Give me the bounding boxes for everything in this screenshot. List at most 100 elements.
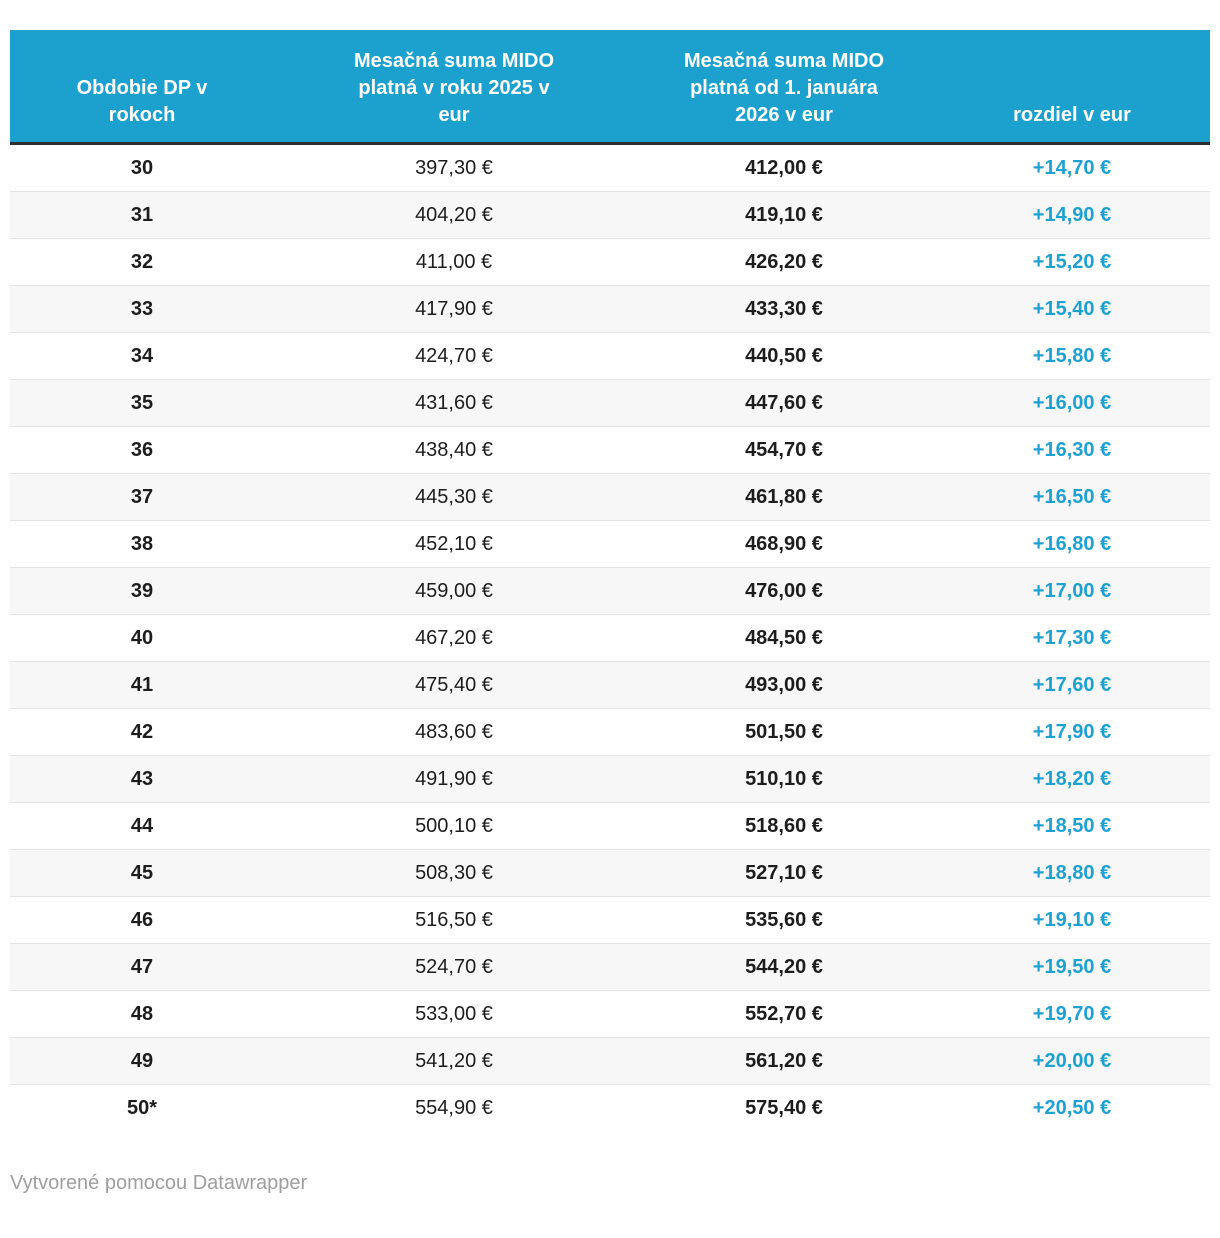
- cell-rozdiel: +14,90 €: [934, 191, 1210, 239]
- cell-suma-2026: 518,60 €: [634, 802, 934, 850]
- cell-suma-2025: 404,20 €: [274, 191, 634, 239]
- cell-obdobie-dp: 46: [10, 896, 274, 944]
- cell-obdobie-dp: 44: [10, 802, 274, 850]
- attribution-link[interactable]: Vytvorené pomocou Datawrapper: [10, 1172, 308, 1194]
- table-row: 35 431,60 €447,60 € +16,00 €: [10, 379, 1210, 427]
- cell-suma-2025: 411,00 €: [274, 238, 634, 286]
- cell-rozdiel: +19,50 €: [934, 943, 1210, 991]
- table-row: 44 500,10 €518,60 € +18,50 €: [10, 802, 1210, 850]
- column-header-rozdiel: rozdiel v eur: [934, 30, 1210, 145]
- cell-suma-2026: 440,50 €: [634, 332, 934, 380]
- mido-comparison-table: Obdobie DP v rokoch Mesačná suma MIDO pla…: [10, 30, 1210, 1131]
- table-row: 33 417,90 €433,30 € +15,40 €: [10, 285, 1210, 333]
- cell-suma-2025: 508,30 €: [274, 849, 634, 897]
- column-header-suma-2025: Mesačná suma MIDO platná v roku 2025 v e…: [274, 30, 634, 145]
- cell-obdobie-dp: 33: [10, 285, 274, 333]
- cell-rozdiel: +20,50 €: [1032, 1097, 1112, 1119]
- table-row: 32 411,00 €426,20 € +15,20 €: [10, 238, 1210, 286]
- cell-rozdiel: +15,80 €: [934, 332, 1210, 380]
- table-row: 36 438,40 €454,70 € +16,30 €: [10, 426, 1210, 474]
- table-row: 42 483,60 €501,50 € +17,90 €: [10, 708, 1210, 756]
- cell-obdobie-dp: 41: [10, 661, 274, 709]
- column-header-obdobie-dp: Obdobie DP v rokoch: [10, 30, 274, 145]
- cell-rozdiel: +16,30 €: [934, 426, 1210, 474]
- cell-rozdiel: +17,00 €: [934, 567, 1210, 615]
- cell-obdobie-dp: 43: [10, 755, 274, 803]
- cell-suma-2026: 493,00 €: [634, 661, 934, 709]
- cell-suma-2026: 510,10 €: [634, 755, 934, 803]
- cell-suma-2025: 397,30 €: [274, 143, 634, 192]
- cell-obdobie-dp: 45: [10, 849, 274, 897]
- cell-rozdiel: +16,80 €: [934, 520, 1210, 568]
- cell-suma-2026: 454,70 €: [634, 426, 934, 474]
- table-row: 43 491,90 €510,10 € +18,20 €: [10, 755, 1210, 803]
- cell-suma-2025: 516,50 €: [274, 896, 634, 944]
- cell-rozdiel: +18,20 €: [934, 755, 1210, 803]
- cell-obdobie-dp: 40: [10, 614, 274, 662]
- table-row: 48 533,00 €552,70 € +19,70 €: [10, 990, 1210, 1038]
- cell-suma-2026: 433,30 €: [634, 285, 934, 333]
- table-header: Obdobie DP v rokoch Mesačná suma MIDO pla…: [10, 30, 1210, 145]
- cell-suma-2025: 541,20 €: [274, 1037, 634, 1085]
- cell-rozdiel: +19,70 €: [934, 990, 1210, 1038]
- cell-suma-2026: 412,00 €: [634, 143, 934, 192]
- cell-obdobie-dp: 42: [10, 708, 274, 756]
- header-row: Obdobie DP v rokoch Mesačná suma MIDO pla…: [10, 30, 1210, 145]
- cell-obdobie-dp: 36: [10, 426, 274, 474]
- table-row: 46 516,50 €535,60 € +19,10 €: [10, 896, 1210, 944]
- cell-rozdiel: +16,50 €: [934, 473, 1210, 521]
- cell-suma-2025: 445,30 €: [274, 473, 634, 521]
- cell-suma-2025: 491,90 €: [274, 755, 634, 803]
- cell-rozdiel: +19,10 €: [934, 896, 1210, 944]
- cell-rozdiel: +17,30 €: [934, 614, 1210, 662]
- table-row: 41 475,40 €493,00 € +17,60 €: [10, 661, 1210, 709]
- cell-obdobie-dp: 31: [10, 191, 274, 239]
- table-row: 34 424,70 €440,50 € +15,80 €: [10, 332, 1210, 380]
- cell-suma-2025: 459,00 €: [274, 567, 634, 615]
- cell-obdobie-dp: 37: [10, 473, 274, 521]
- cell-suma-2025: 554,90 €: [415, 1097, 493, 1119]
- cell-suma-2025: 438,40 €: [274, 426, 634, 474]
- table-row: 39 459,00 €476,00 € +17,00 €: [10, 567, 1210, 615]
- cell-obdobie-dp: 48: [10, 990, 274, 1038]
- cell-suma-2026: 426,20 €: [634, 238, 934, 286]
- cell-rozdiel: +15,20 €: [934, 238, 1210, 286]
- table-row: 49 541,20 €561,20 € +20,00 €: [10, 1037, 1210, 1085]
- cell-obdobie-dp: 32: [10, 238, 274, 286]
- cell-rozdiel: +17,90 €: [934, 708, 1210, 756]
- cell-rozdiel: +16,00 €: [934, 379, 1210, 427]
- cell-obdobie-dp: 50*: [126, 1097, 158, 1119]
- cell-rozdiel: +15,40 €: [934, 285, 1210, 333]
- table-row: 50* 554,90 € 575,40 € +20,50 €: [10, 1085, 1210, 1132]
- cell-obdobie-dp: 39: [10, 567, 274, 615]
- attribution: Vytvorené pomocou Datawrapper: [10, 1171, 1210, 1195]
- table-row: 40 467,20 €484,50 € +17,30 €: [10, 614, 1210, 662]
- cell-suma-2025: 483,60 €: [274, 708, 634, 756]
- cell-rozdiel: +17,60 €: [934, 661, 1210, 709]
- table-row: 45 508,30 €527,10 € +18,80 €: [10, 849, 1210, 897]
- table-row: 47 524,70 €544,20 € +19,50 €: [10, 943, 1210, 991]
- cell-suma-2025: 533,00 €: [274, 990, 634, 1038]
- cell-suma-2026: 484,50 €: [634, 614, 934, 662]
- cell-suma-2025: 467,20 €: [274, 614, 634, 662]
- cell-suma-2025: 475,40 €: [274, 661, 634, 709]
- cell-suma-2026: 419,10 €: [634, 191, 934, 239]
- cell-rozdiel: +14,70 €: [934, 143, 1210, 192]
- cell-suma-2026: 575,40 €: [745, 1097, 823, 1119]
- cell-suma-2026: 468,90 €: [634, 520, 934, 568]
- cell-suma-2025: 452,10 €: [274, 520, 634, 568]
- cell-rozdiel: +18,80 €: [934, 849, 1210, 897]
- datawrapper-table-page: Obdobie DP v rokoch Mesačná suma MIDO pla…: [10, 0, 1210, 1195]
- cell-suma-2026: 552,70 €: [634, 990, 934, 1038]
- cell-suma-2025: 417,90 €: [274, 285, 634, 333]
- cell-suma-2025: 500,10 €: [274, 802, 634, 850]
- table-row: 38 452,10 €468,90 € +16,80 €: [10, 520, 1210, 568]
- cell-suma-2025: 431,60 €: [274, 379, 634, 427]
- table-row: 31 404,20 €419,10 € +14,90 €: [10, 191, 1210, 239]
- cell-suma-2026: 447,60 €: [634, 379, 934, 427]
- cell-suma-2026: 544,20 €: [634, 943, 934, 991]
- cell-suma-2026: 476,00 €: [634, 567, 934, 615]
- cell-suma-2026: 535,60 €: [634, 896, 934, 944]
- cell-rozdiel: +18,50 €: [934, 802, 1210, 850]
- table-body: 30 397,30 €412,00 € +14,70 €31 404,20 €419,…: [10, 143, 1210, 1132]
